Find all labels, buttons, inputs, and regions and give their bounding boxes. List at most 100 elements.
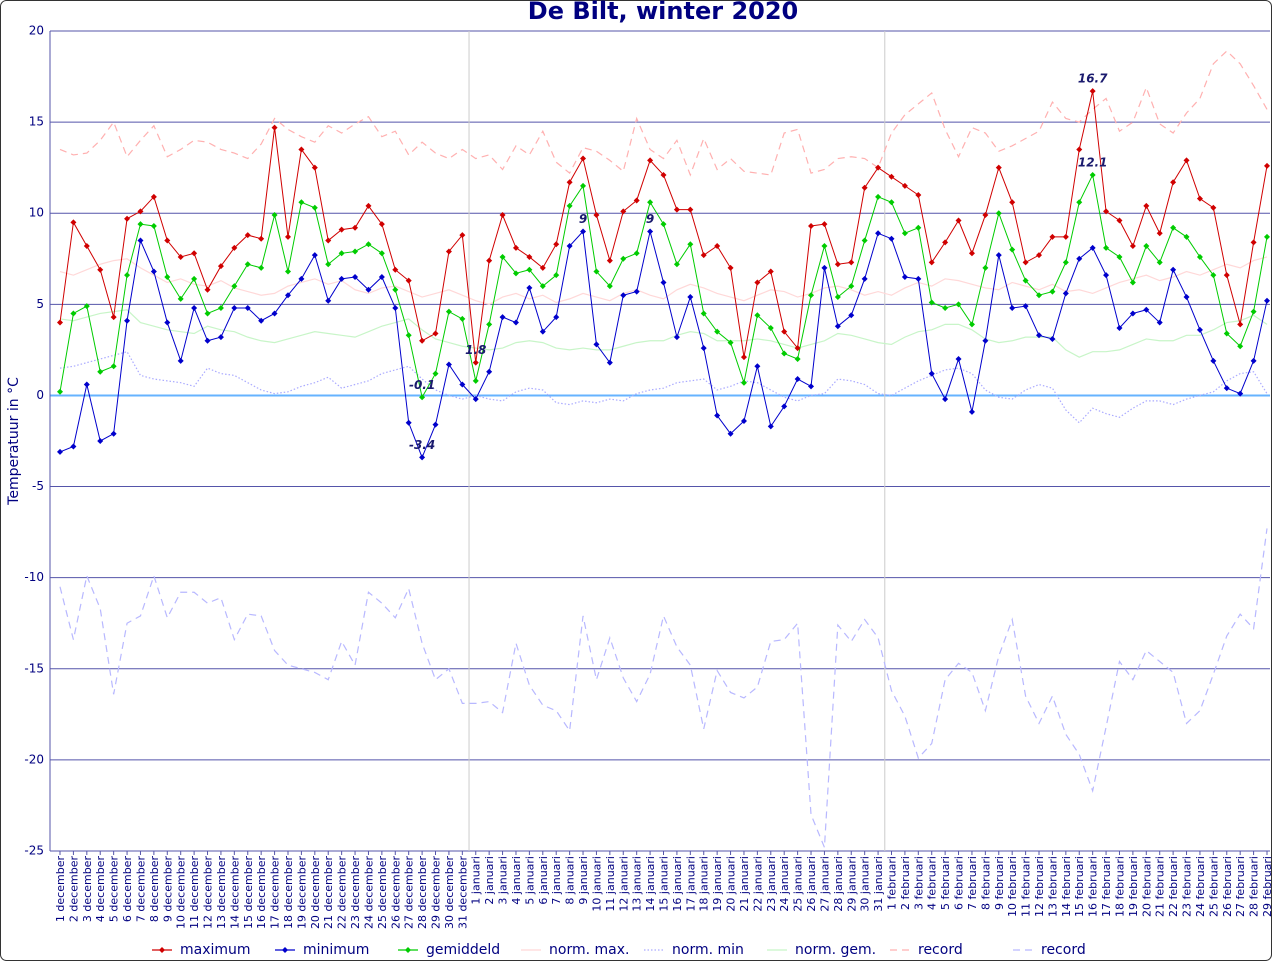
y-tick-label: 15 xyxy=(29,115,44,129)
point xyxy=(419,394,426,401)
point xyxy=(633,288,640,295)
point xyxy=(1170,224,1177,231)
point xyxy=(1183,294,1190,301)
point xyxy=(57,388,63,395)
point xyxy=(338,250,345,257)
value-label: 1.8 xyxy=(465,343,486,357)
x-tick-label: 9 januari xyxy=(577,856,590,905)
x-tick-label: 7 december xyxy=(134,856,147,923)
point xyxy=(1250,357,1257,364)
point xyxy=(539,283,546,290)
point xyxy=(1089,171,1096,178)
point xyxy=(284,292,291,299)
x-tick-label: 23 januari xyxy=(765,856,778,912)
x-tick-label: 15 februari xyxy=(1073,856,1086,917)
point xyxy=(794,345,801,352)
point xyxy=(687,206,694,213)
point xyxy=(915,275,922,282)
point xyxy=(231,283,238,290)
x-tick-label: 3 februari xyxy=(912,856,925,910)
point xyxy=(378,250,385,257)
point xyxy=(982,264,989,271)
point xyxy=(338,226,345,233)
point xyxy=(1076,255,1083,262)
x-tick-label: 18 februari xyxy=(1113,856,1126,917)
point xyxy=(191,275,198,282)
x-tick-label: 22 februari xyxy=(1167,856,1180,917)
point xyxy=(714,243,721,250)
point xyxy=(848,259,855,266)
point xyxy=(445,248,452,255)
point xyxy=(915,224,922,231)
point xyxy=(1129,243,1136,250)
point xyxy=(566,243,573,250)
point xyxy=(767,268,774,275)
point xyxy=(687,294,694,301)
x-tick-label: 12 februari xyxy=(1033,856,1046,917)
point xyxy=(620,255,627,262)
point xyxy=(633,197,640,204)
point xyxy=(673,206,680,213)
point xyxy=(1116,253,1123,260)
point xyxy=(1089,244,1096,251)
point xyxy=(405,277,412,284)
point xyxy=(512,244,519,251)
x-tick-label: 27 februari xyxy=(1234,856,1247,917)
y-tick-label: 20 xyxy=(29,24,44,38)
y-tick-label: -10 xyxy=(24,570,44,584)
point xyxy=(808,292,815,299)
x-tick-label: 29 februari xyxy=(1261,856,1272,917)
point xyxy=(861,184,868,191)
point xyxy=(526,253,533,260)
point xyxy=(271,212,278,219)
point xyxy=(781,403,788,410)
x-tick-label: 5 februari xyxy=(939,856,952,910)
x-tick-label: 17 februari xyxy=(1100,856,1113,917)
point xyxy=(378,274,385,280)
x-tick-label: 17 januari xyxy=(684,856,697,912)
x-tick-label: 29 januari xyxy=(845,856,858,912)
point xyxy=(57,448,63,455)
point xyxy=(526,284,533,291)
point xyxy=(298,146,305,153)
x-tick-label: 3 januari xyxy=(497,856,510,905)
point xyxy=(124,272,131,279)
y-tick-label: -25 xyxy=(24,844,44,858)
legend-label: minimum xyxy=(303,942,369,958)
point xyxy=(580,155,587,162)
point xyxy=(1143,306,1150,313)
point xyxy=(352,248,359,255)
x-tick-label: 8 februari xyxy=(979,856,992,910)
x-tick-label: 3 december xyxy=(81,856,94,923)
point xyxy=(365,202,372,209)
point xyxy=(1129,279,1136,286)
point xyxy=(794,356,801,362)
x-tick-label: 1 december xyxy=(54,856,67,923)
point xyxy=(928,259,935,266)
x-tick-label: 29 december xyxy=(430,856,443,930)
point xyxy=(1237,321,1244,328)
y-tick-label: 5 xyxy=(36,297,44,311)
point xyxy=(888,235,895,242)
point xyxy=(204,286,211,293)
x-tick-label: 28 december xyxy=(416,856,429,930)
legend-label: norm. gem. xyxy=(795,942,876,958)
x-tick-label: 16 februari xyxy=(1087,856,1100,917)
point xyxy=(1076,199,1083,206)
point xyxy=(928,299,935,306)
point xyxy=(137,221,144,228)
point xyxy=(419,454,426,461)
point xyxy=(1049,335,1056,342)
point xyxy=(1009,246,1016,253)
point xyxy=(150,193,157,200)
point xyxy=(553,272,560,279)
x-tick-label: 2 februari xyxy=(899,856,912,910)
point xyxy=(727,339,734,346)
point xyxy=(660,171,667,178)
x-tick-label: 22 december xyxy=(336,856,349,930)
x-tick-label: 22 januari xyxy=(751,856,764,912)
point xyxy=(955,217,962,224)
point xyxy=(191,304,198,311)
x-tick-label: 25 januari xyxy=(792,856,805,912)
point xyxy=(204,310,211,317)
